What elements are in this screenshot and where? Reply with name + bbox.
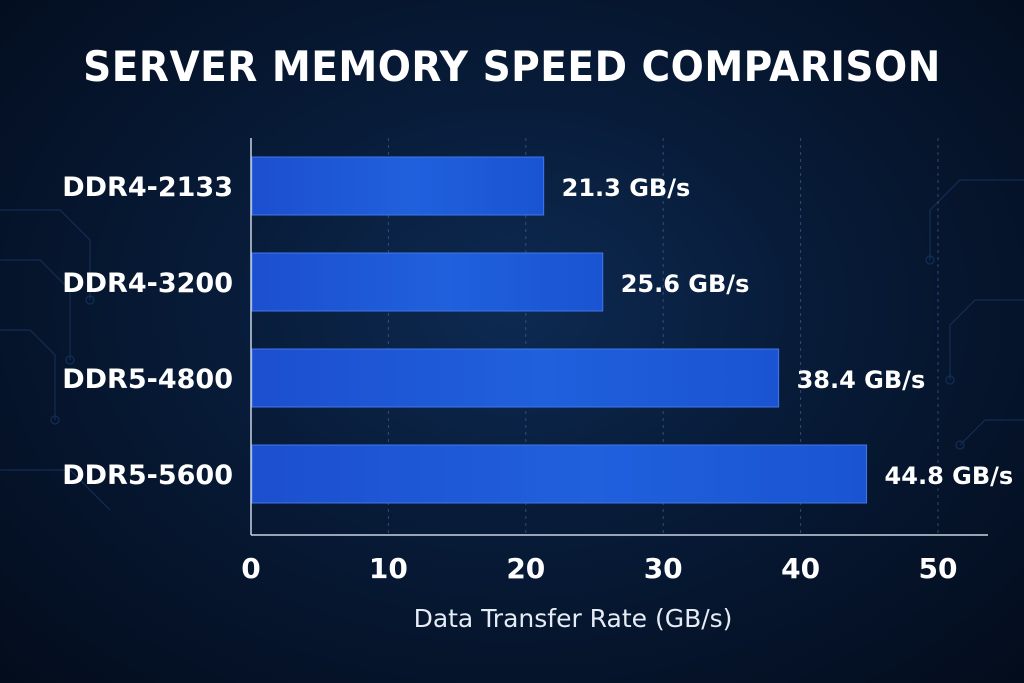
category-label-ddr4-3200: DDR4-3200 — [62, 268, 233, 299]
bar-ddr5-5600 — [251, 444, 868, 504]
x-tick-label-0: 0 — [241, 552, 260, 585]
value-label-ddr5-5600: 44.8 GB/s — [885, 462, 1014, 490]
x-tick-label-30: 30 — [644, 552, 683, 585]
x-axis-label: Data Transfer Rate (GB/s) — [414, 604, 733, 633]
category-label-ddr4-2133: DDR4-2133 — [62, 172, 233, 203]
value-label-ddr4-2133: 21.3 GB/s — [562, 174, 691, 202]
bar-ddr4-2133 — [251, 156, 545, 216]
circuit-decoration — [0, 179, 1024, 511]
x-tick-label-50: 50 — [919, 552, 958, 585]
category-label-ddr5-4800: DDR5-4800 — [62, 364, 233, 395]
value-label-ddr5-4800: 38.4 GB/s — [797, 366, 926, 394]
bar-ddr5-4800 — [251, 348, 780, 408]
x-tick-label-20: 20 — [506, 552, 545, 585]
bar-ddr4-3200 — [251, 252, 604, 312]
labels-group: DDR4-2133 21.3 GB/s DDR4-3200 25.6 GB/s DDR5… — [62, 172, 1013, 633]
bars-group — [251, 156, 868, 504]
chart-title: SERVER MEMORY SPEED COMPARISON — [83, 42, 941, 91]
x-tick-label-40: 40 — [781, 552, 820, 585]
x-tick-label-10: 10 — [369, 552, 408, 585]
value-label-ddr4-3200: 25.6 GB/s — [621, 270, 750, 298]
category-label-ddr5-5600: DDR5-5600 — [62, 460, 233, 491]
axes-group — [250, 138, 988, 536]
